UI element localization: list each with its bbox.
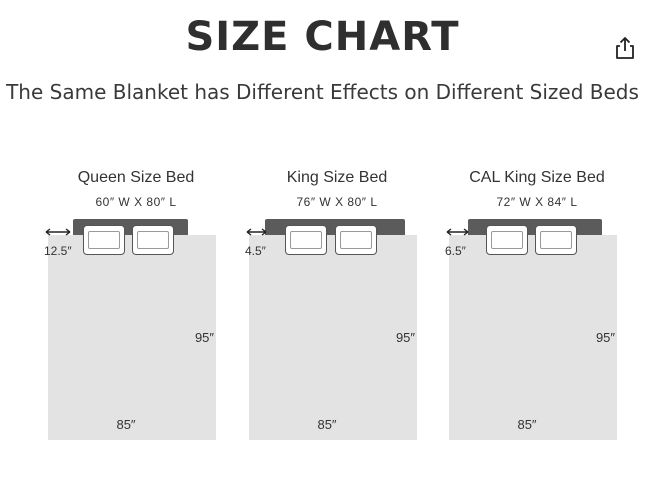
blanket xyxy=(449,235,617,440)
bed-name: King Size Bed xyxy=(286,169,388,186)
bed-card-king: King Size Bed 76″ W X 80″ L 4.5″ 95″ 85″ xyxy=(237,165,437,455)
blanket xyxy=(249,235,417,440)
blanket-length-label: 95″ xyxy=(595,330,615,345)
blanket-length-label: 95″ xyxy=(194,330,214,345)
blanket xyxy=(48,235,216,440)
bed-dimensions: 60″ W X 80″ L xyxy=(95,195,177,209)
bed-name: Queen Size Bed xyxy=(77,169,195,186)
pillow-right xyxy=(335,225,377,255)
pillow-right xyxy=(132,225,174,255)
pillow-right xyxy=(535,225,577,255)
page-subtitle: The Same Blanket has Different Effects o… xyxy=(6,80,639,104)
share-icon[interactable] xyxy=(614,36,636,60)
pillow-left xyxy=(285,225,327,255)
bed-dimensions: 72″ W X 84″ L xyxy=(496,195,578,209)
blanket-length-label: 95″ xyxy=(395,330,415,345)
overhang-label: 4.5″ xyxy=(245,244,266,258)
double-arrow-icon xyxy=(246,228,267,236)
bed-name: CAL King Size Bed xyxy=(469,169,605,186)
pillow-left xyxy=(83,225,125,255)
bed-card-cal-king: CAL King Size Bed 72″ W X 84″ L 6.5″ 95″… xyxy=(437,165,637,455)
bed-dimensions: 76″ W X 80″ L xyxy=(296,195,378,209)
blanket-width-label: 85″ xyxy=(517,417,537,432)
blanket-width-label: 85″ xyxy=(116,417,136,432)
page-title: SIZE CHART xyxy=(185,14,460,60)
double-arrow-icon xyxy=(446,228,469,236)
pillow-left xyxy=(486,225,528,255)
blanket-width-label: 85″ xyxy=(317,417,337,432)
overhang-label: 12.5″ xyxy=(44,244,72,258)
bed-card-queen: Queen Size Bed 60″ W X 80″ L 12.5″ 95″ 8… xyxy=(36,165,236,455)
overhang-label: 6.5″ xyxy=(445,244,466,258)
double-arrow-icon xyxy=(45,228,71,236)
